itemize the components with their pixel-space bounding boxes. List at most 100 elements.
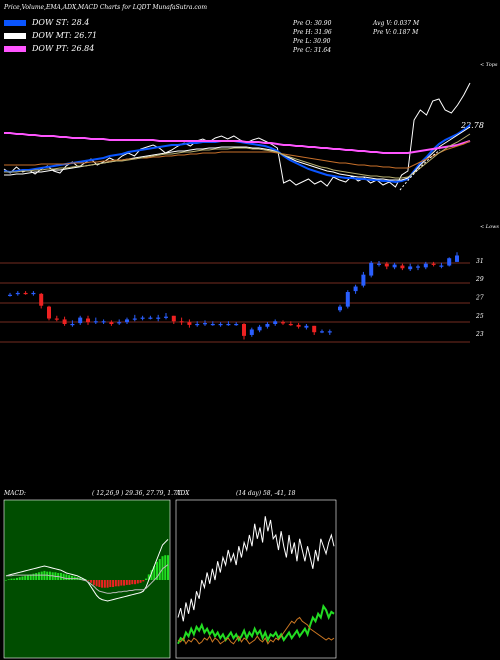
candle-body-55 xyxy=(439,265,444,267)
macd-histogram-bar-41 xyxy=(117,580,120,587)
candle-body-20 xyxy=(164,316,168,318)
candle-body-48 xyxy=(384,263,389,267)
adx-line-1 xyxy=(177,603,335,645)
macd-histogram-bar-39 xyxy=(112,580,115,587)
candle-body-39 xyxy=(312,325,317,333)
macd-histogram-bar-12 xyxy=(37,572,40,580)
macd-histogram-bar-10 xyxy=(32,573,35,580)
macd-histogram-bar-7 xyxy=(24,575,27,580)
legend-item-st: DOW ST: 28.4 xyxy=(4,18,89,27)
candle-body-30 xyxy=(242,323,246,336)
macd-histogram-bar-13 xyxy=(40,571,43,580)
candle-body-19 xyxy=(156,317,161,319)
candle-body-43 xyxy=(345,292,350,307)
macd-histogram-bar-23 xyxy=(68,575,71,580)
candle-body-47 xyxy=(377,263,381,265)
macd-histogram-bar-35 xyxy=(101,580,104,588)
candle-body-32 xyxy=(257,326,262,331)
candle-body-8 xyxy=(70,323,75,326)
candle-body-3 xyxy=(31,292,36,295)
candle-body-45 xyxy=(361,274,366,286)
legend-item-pt: DOW PT: 26.84 xyxy=(4,44,94,53)
candle-body-9 xyxy=(78,317,83,324)
macd-histogram-bar-44 xyxy=(125,580,128,585)
macd-histogram-bar-45 xyxy=(128,580,131,585)
macd-histogram-bar-43 xyxy=(123,580,126,586)
macd-histogram-bar-32 xyxy=(92,580,95,585)
stat-open: Pre O: 30.90 xyxy=(293,20,332,27)
macd-histogram-bar-2 xyxy=(10,578,13,580)
macd-histogram-bar-53 xyxy=(150,570,153,580)
macd-histogram-bar-30 xyxy=(87,580,90,581)
price-ytick-4: 23 xyxy=(475,331,484,338)
lows-label: < Lows xyxy=(480,224,499,230)
candle-body-33 xyxy=(265,323,270,327)
legend-label-pt: DOW PT: 26.84 xyxy=(32,44,95,53)
price-ytick-3: 25 xyxy=(475,313,484,320)
macd-histogram-bar-48 xyxy=(136,580,139,584)
candle-body-0 xyxy=(8,294,12,296)
macd-histogram-bar-57 xyxy=(161,556,164,580)
macd-histogram-bar-54 xyxy=(153,566,156,580)
candle-body-18 xyxy=(148,317,153,319)
stat-low: Pre L: 30.90 xyxy=(293,38,331,45)
candle-body-42 xyxy=(338,306,342,311)
candle-body-57 xyxy=(455,255,459,262)
ema-line-3 xyxy=(4,132,471,154)
candle-body-2 xyxy=(23,292,28,295)
candle-body-51 xyxy=(408,266,413,270)
macd-histogram-bar-15 xyxy=(46,571,49,580)
macd-histogram-bar-50 xyxy=(142,580,145,582)
macd-histogram-bar-31 xyxy=(90,580,93,583)
candle-body-54 xyxy=(431,263,436,265)
candle-body-24 xyxy=(195,323,200,326)
macd-histogram-bar-5 xyxy=(18,577,21,580)
last-price-label: 22.78 xyxy=(461,121,484,130)
macd-histogram-bar-49 xyxy=(139,580,142,583)
macd-histogram-bar-1 xyxy=(7,579,10,580)
candle-body-10 xyxy=(86,318,90,323)
macd-histogram-bar-52 xyxy=(147,574,150,580)
candle-body-29 xyxy=(234,323,239,326)
stat-volume: Pre V: 0.187 M xyxy=(373,29,419,36)
legend-swatch-mt xyxy=(4,32,26,39)
candle-body-12 xyxy=(101,321,106,323)
macd-params: ( 12,26,9 ) 29.36, 27.79, 1.77 xyxy=(92,490,181,497)
candle-body-35 xyxy=(281,322,285,324)
macd-histogram-bar-8 xyxy=(26,575,29,580)
candle-body-37 xyxy=(296,324,301,327)
candle-body-25 xyxy=(203,323,207,325)
tops-label: < Tops xyxy=(480,62,498,68)
macd-histogram-bar-34 xyxy=(98,580,101,587)
candle-body-14 xyxy=(117,322,122,324)
stat-close: Pre C: 31.64 xyxy=(293,47,332,54)
macd-title: MACD: xyxy=(4,490,26,497)
adx-params: (14 day) 58, -41, 18 xyxy=(236,490,296,497)
adx-title: ADX xyxy=(176,490,190,497)
macd-histogram-bar-40 xyxy=(114,580,117,587)
candle-body-6 xyxy=(54,318,59,320)
candle-body-46 xyxy=(369,262,374,276)
stat-avg-volume: Avg V: 0.037 M xyxy=(373,20,420,27)
macd-histogram-bar-24 xyxy=(70,575,73,580)
candle-body-34 xyxy=(273,321,278,324)
candle-body-23 xyxy=(187,322,192,325)
price-ytick-1: 29 xyxy=(475,276,484,283)
legend-swatch-st xyxy=(4,19,26,26)
candle-body-13 xyxy=(109,322,114,324)
macd-histogram-bar-11 xyxy=(35,573,38,580)
macd-histogram-bar-4 xyxy=(15,577,18,580)
macd-histogram-bar-47 xyxy=(134,580,137,585)
candle-body-53 xyxy=(423,263,428,268)
candle-body-21 xyxy=(171,315,176,322)
macd-histogram-bar-36 xyxy=(103,580,106,588)
ema-dashed-line xyxy=(399,149,441,191)
legend-swatch-pt xyxy=(4,45,26,52)
ema-line-4 xyxy=(4,140,471,169)
candle-body-5 xyxy=(47,306,51,319)
candle-body-16 xyxy=(132,318,137,320)
candle-body-44 xyxy=(353,286,358,292)
candle-body-28 xyxy=(226,323,231,326)
candle-body-31 xyxy=(249,329,254,335)
candle-body-50 xyxy=(400,265,405,269)
